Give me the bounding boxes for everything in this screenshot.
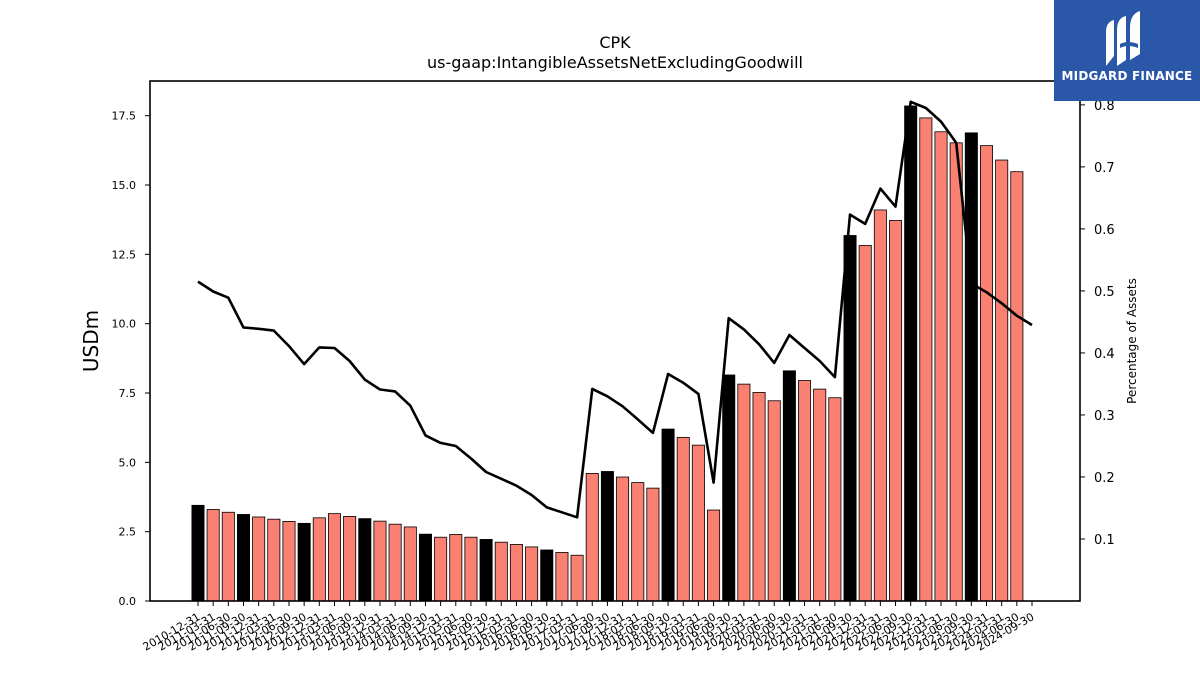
y-tick-label: 12.5 [112,248,137,261]
y-tick-label: 7.5 [119,387,137,400]
bar-2015-03-31 [449,534,463,602]
bar-2012-12-31 [312,517,326,602]
bar-2011-06-30 [221,511,235,602]
bar-2012-09-30 [297,522,311,602]
bar-2018-06-30 [646,487,660,602]
bar-2021-06-30 [828,397,842,602]
bar-2016-12-31 [555,552,569,602]
bar-2018-03-31 [631,482,645,602]
bar-2015-12-31 [494,541,508,602]
bar-2017-09-30 [600,471,614,602]
y2-tick-label: 0.1 [1094,533,1115,548]
y-tick-label: 5.0 [119,456,137,469]
bar-2011-09-30 [236,514,250,602]
series-line [197,100,1033,519]
y-axis-label: USDm [79,310,103,372]
brand-logo: MIDGARD FINANCE [1054,0,1200,101]
bar-2010-12-31 [191,504,205,602]
bar-2014-09-30 [418,533,432,602]
bar-2016-09-30 [540,549,554,602]
y2-axis-label: Percentage of Assets [1125,278,1139,404]
y2-tick-label: 0.2 [1094,471,1115,486]
bar-2016-03-31 [509,544,523,602]
y2-tick-label: 0.4 [1094,347,1115,362]
bar-2015-09-30 [479,539,493,602]
bar-2013-09-30 [358,518,372,602]
bar-2022-03-31 [873,209,887,602]
plot-frame [149,80,1081,602]
bar-2023-12-31 [980,145,994,602]
bar-2019-06-30 [707,509,721,602]
y-tick-label: 10.0 [112,318,137,331]
bar-2014-12-31 [434,536,448,602]
bar-2020-06-30 [767,400,781,602]
bar-2018-12-31 [676,436,690,602]
bar-2020-09-30 [782,370,796,602]
bar-2014-06-30 [403,526,417,602]
bar-2019-09-30 [722,374,736,602]
bar-2015-06-30 [464,536,478,602]
midgard-logo-icon [1106,11,1140,66]
bar-2012-03-31 [267,518,281,602]
bar-2014-03-31 [388,523,402,602]
y-tick-label: 15.0 [112,179,137,192]
bar-2019-12-31 [737,383,751,602]
bar-2013-12-31 [373,520,387,602]
chart-subtitle: us-gaap:IntangibleAssetsNetExcludingGood… [427,53,803,72]
y-tick-label: 0.0 [119,595,137,608]
bar-2023-09-30 [964,132,978,602]
bar-2022-12-31 [919,117,933,602]
y-tick-label: 17.5 [112,110,137,123]
x-axis-ticks: 2010-12-312011-03-312011-06-302011-09-30… [141,601,1037,654]
bar-2021-12-31 [858,245,872,602]
bar-2024-03-31 [995,159,1009,602]
bar-2018-09-30 [661,428,675,602]
y2-tick-label: 0.3 [1094,409,1115,424]
right-axis-ticks: 0.1 0.2 0.3 0.4 0.5 0.6 0.7 0.8 [1080,99,1115,548]
y2-tick-label: 0.8 [1094,99,1115,114]
chart-title: CPK [599,33,631,52]
bar-2020-03-31 [752,392,766,602]
bar-2017-03-31 [570,554,584,602]
bar-2011-03-31 [206,509,220,602]
bar-2024-06-30 [1010,171,1024,602]
bar-2020-12-31 [798,380,812,602]
bar-2019-03-31 [691,444,705,602]
bar-2017-06-30 [585,473,599,602]
bar-2022-09-30 [904,105,918,602]
left-axis-ticks: 0.0 2.5 5.0 7.5 10.0 12.5 15.0 17.5 [112,110,150,608]
brand-name: MIDGARD FINANCE [1061,69,1193,83]
y-tick-label: 2.5 [119,526,137,539]
y2-tick-label: 0.7 [1094,161,1115,176]
bar-2017-12-31 [616,476,630,602]
bar-2016-06-30 [525,546,539,602]
bar-2011-12-31 [252,516,266,602]
bar-2021-03-31 [813,388,827,602]
bar-2023-06-30 [949,142,963,602]
bar-2023-03-31 [934,131,948,602]
bar-2012-06-30 [282,521,296,602]
line-group [197,100,1033,519]
bar-2022-06-30 [889,220,903,602]
bar-2013-03-31 [327,513,341,602]
bar-2021-09-30 [843,235,857,602]
y2-tick-label: 0.6 [1094,223,1115,238]
bar-2013-06-30 [343,516,357,602]
y2-tick-label: 0.5 [1094,285,1115,300]
